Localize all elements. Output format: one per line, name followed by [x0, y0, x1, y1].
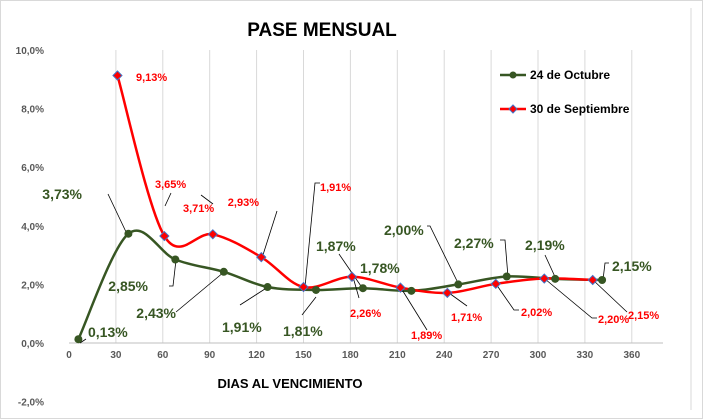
- data-point: [346, 271, 358, 282]
- data-label: 1,87%: [316, 238, 356, 254]
- data-point: [551, 274, 560, 283]
- data-point: [219, 267, 228, 276]
- y-tick-label: -2,0%: [18, 398, 44, 409]
- data-point: [407, 286, 416, 295]
- data-point: [124, 229, 133, 238]
- data-point: [298, 281, 309, 293]
- data-label: 1,71%: [451, 312, 482, 324]
- data-label: 1,78%: [360, 260, 400, 276]
- label-leader-line: [544, 278, 597, 319]
- y-tick-label: 6,0%: [21, 163, 44, 174]
- y-tick-label: 10,0%: [16, 46, 44, 57]
- label-leader-line: [448, 292, 468, 307]
- data-label: 3,71%: [183, 203, 214, 215]
- label-leader-line: [175, 271, 225, 313]
- data-label: 1,91%: [320, 182, 351, 194]
- data-point: [442, 287, 453, 299]
- x-tick-label: 180: [342, 350, 359, 361]
- data-point: [171, 255, 180, 264]
- data-label: 2,93%: [228, 197, 259, 209]
- data-label: 2,27%: [454, 235, 494, 251]
- data-label: 1,91%: [222, 319, 262, 335]
- data-point: [395, 282, 406, 293]
- label-leader-line: [200, 194, 214, 205]
- data-point: [112, 70, 123, 81]
- data-label: 2,85%: [108, 278, 148, 294]
- data-point: [312, 285, 321, 294]
- data-label: 9,13%: [136, 72, 167, 84]
- label-leader-line: [107, 193, 128, 235]
- label-leader-line: [261, 210, 278, 259]
- x-axis-label: DIAS AL VENCIMIENTO: [218, 376, 363, 391]
- series-line-1: [116, 75, 593, 295]
- data-label: 2,15%: [628, 310, 659, 322]
- x-tick-label: 330: [577, 350, 594, 361]
- data-point: [263, 283, 272, 292]
- x-tick-label: 360: [623, 350, 640, 361]
- label-leader-line: [352, 276, 360, 299]
- data-label: 0,13%: [88, 324, 128, 340]
- label-leader-line: [592, 279, 628, 313]
- x-tick-label: 240: [436, 350, 453, 361]
- data-label: 3,73%: [42, 186, 82, 202]
- data-label: 2,20%: [598, 314, 629, 326]
- label-leader-line: [495, 283, 519, 311]
- label-leader-line: [79, 338, 87, 344]
- data-point: [587, 274, 598, 286]
- x-tick-label: 150: [295, 350, 312, 361]
- label-leader-line: [301, 296, 317, 316]
- x-tick-label: 270: [483, 350, 500, 361]
- label-leader-line: [304, 182, 320, 288]
- x-tick-label: 300: [530, 350, 547, 361]
- data-point: [598, 276, 607, 285]
- y-tick-label: 0,0%: [21, 339, 44, 350]
- x-tick-label: 60: [157, 350, 169, 361]
- data-label: 3,65%: [155, 179, 186, 191]
- data-point: [490, 278, 501, 290]
- label-leader-line: [239, 286, 269, 306]
- label-leader-line: [602, 262, 609, 281]
- legend-marker: [509, 71, 517, 79]
- data-label: 2,43%: [136, 305, 176, 321]
- x-tick-label: 0: [66, 350, 72, 361]
- label-leader-line: [338, 253, 364, 290]
- data-point: [539, 273, 550, 284]
- y-tick-label: 8,0%: [21, 105, 44, 116]
- chart-title: PASE MENSUAL: [247, 20, 397, 41]
- label-leader-line: [500, 239, 509, 278]
- data-point: [454, 280, 463, 289]
- data-point: [256, 251, 267, 263]
- x-tick-label: 210: [389, 350, 406, 361]
- label-leader-line: [427, 225, 460, 286]
- data-label: 2,19%: [525, 237, 565, 253]
- legend-label: 30 de Septiembre: [530, 102, 630, 116]
- data-label: 1,81%: [283, 323, 323, 339]
- y-tick-label: 2,0%: [21, 280, 44, 291]
- data-label: 2,26%: [350, 308, 381, 320]
- data-label: 1,89%: [411, 330, 442, 342]
- data-label: 2,00%: [384, 222, 424, 238]
- data-label: 2,15%: [612, 258, 652, 274]
- data-point: [502, 272, 511, 281]
- label-leader-line: [169, 259, 177, 287]
- label-leader-line: [400, 287, 428, 331]
- label-leader-line: [164, 192, 172, 207]
- x-tick-label: 120: [248, 350, 265, 361]
- data-point: [207, 229, 219, 240]
- x-tick-label: 30: [110, 350, 122, 361]
- x-tick-label: 90: [204, 350, 216, 361]
- data-point: [358, 284, 367, 293]
- data-point: [159, 230, 170, 242]
- data-label: 2,02%: [521, 307, 552, 319]
- legend-marker: [508, 104, 518, 114]
- data-point: [74, 335, 83, 344]
- y-tick-label: 4,0%: [21, 222, 44, 233]
- legend-label: 24 de Octubre: [530, 68, 610, 82]
